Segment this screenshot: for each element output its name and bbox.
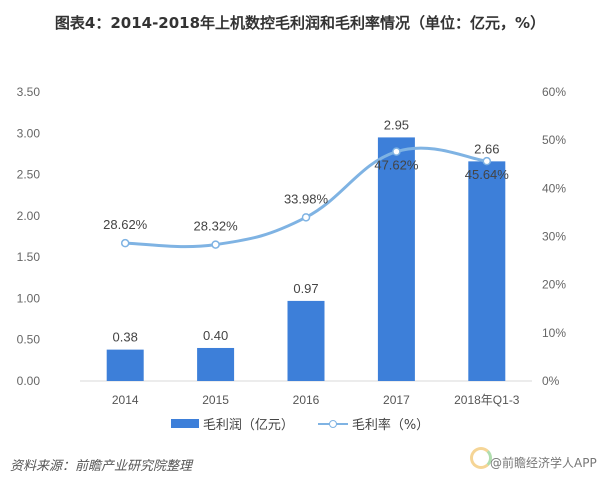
bar-data-label: 0.97: [293, 281, 318, 296]
y-axis-left: 0.00 0.50 1.00 1.50 2.00 2.50 3.00 3.50: [17, 85, 41, 388]
y-right-tick-label: 10%: [542, 326, 566, 340]
bar-data-label: 0.40: [203, 328, 228, 343]
y-right-tick-label: 0%: [542, 374, 560, 388]
bar: [287, 300, 325, 381]
y-left-tick-label: 2.50: [17, 168, 41, 182]
legend-item-gross-profit: 毛利润（亿元）: [170, 414, 294, 433]
y-right-tick-label: 40%: [542, 181, 566, 195]
logo-text: @前瞻经济学人APP: [490, 456, 597, 470]
x-tick-label: 2018年Q1-3: [454, 393, 520, 407]
legend-bar-swatch: [170, 419, 199, 428]
legend-label: 毛利润（亿元）: [202, 418, 294, 433]
legend-label: 毛利率（%）: [351, 418, 430, 433]
x-axis-ticks: 2014 2015 2016 2017 2018年Q1-3: [112, 393, 520, 407]
line-point-marker: [482, 156, 492, 166]
y-left-tick-label: 0.00: [17, 374, 41, 388]
bar: [468, 161, 506, 381]
y-left-tick-label: 0.50: [17, 333, 41, 347]
line-data-label: 33.98%: [284, 191, 329, 206]
legend-line-swatch: [317, 418, 348, 430]
y-left-tick-label: 2.00: [17, 209, 41, 223]
line-point-marker: [211, 240, 220, 249]
bar-series: 0.38 0.40 0.97 2.95 2.66: [106, 117, 506, 381]
y-left-tick-label: 3.50: [17, 85, 41, 99]
sun-logo-icon: [470, 447, 492, 469]
x-tick-label: 2017: [383, 393, 410, 407]
legend: 毛利润（亿元） 毛利率（%）: [0, 414, 600, 433]
line-data-label: 28.62%: [103, 217, 148, 232]
y-right-tick-label: 60%: [542, 85, 566, 99]
bar-data-label: 0.38: [113, 330, 138, 345]
bar-data-label: 2.95: [384, 117, 409, 132]
watermark-logo: @前瞻经济学人APP: [470, 445, 597, 477]
bar: [377, 137, 415, 381]
y-right-tick-label: 50%: [542, 133, 566, 147]
line-point-marker: [301, 213, 311, 222]
line-series: 28.62% 28.32% 33.98% 47.62% 45.64%: [103, 146, 510, 249]
y-axis-right: 0% 10% 20% 30% 40% 50% 60%: [542, 85, 566, 388]
chart-title: 图表4：2014-2018年上机数控毛利润和毛利率情况（单位：亿元，%）: [54, 14, 546, 32]
source-note: 资料来源：前瞻产业研究院整理: [10, 459, 193, 474]
legend-item-gross-margin: 毛利率（%）: [317, 414, 430, 433]
bar: [197, 347, 235, 381]
y-right-tick-label: 30%: [542, 230, 566, 244]
line-data-label: 47.62%: [374, 158, 419, 173]
line-point-marker: [120, 238, 130, 248]
x-tick-label: 2015: [202, 393, 229, 407]
line-point-marker: [392, 147, 401, 156]
bar-data-label: 2.66: [474, 141, 499, 156]
y-left-tick-label: 3.00: [17, 126, 41, 140]
line-data-label: 45.64%: [465, 167, 510, 182]
bar: [106, 349, 144, 381]
y-left-tick-label: 1.00: [17, 291, 41, 305]
y-right-tick-label: 20%: [542, 278, 566, 292]
x-tick-label: 2016: [293, 393, 320, 407]
line-data-label: 28.32%: [194, 219, 239, 234]
y-left-tick-label: 1.50: [17, 250, 41, 264]
x-tick-label: 2014: [112, 393, 139, 407]
